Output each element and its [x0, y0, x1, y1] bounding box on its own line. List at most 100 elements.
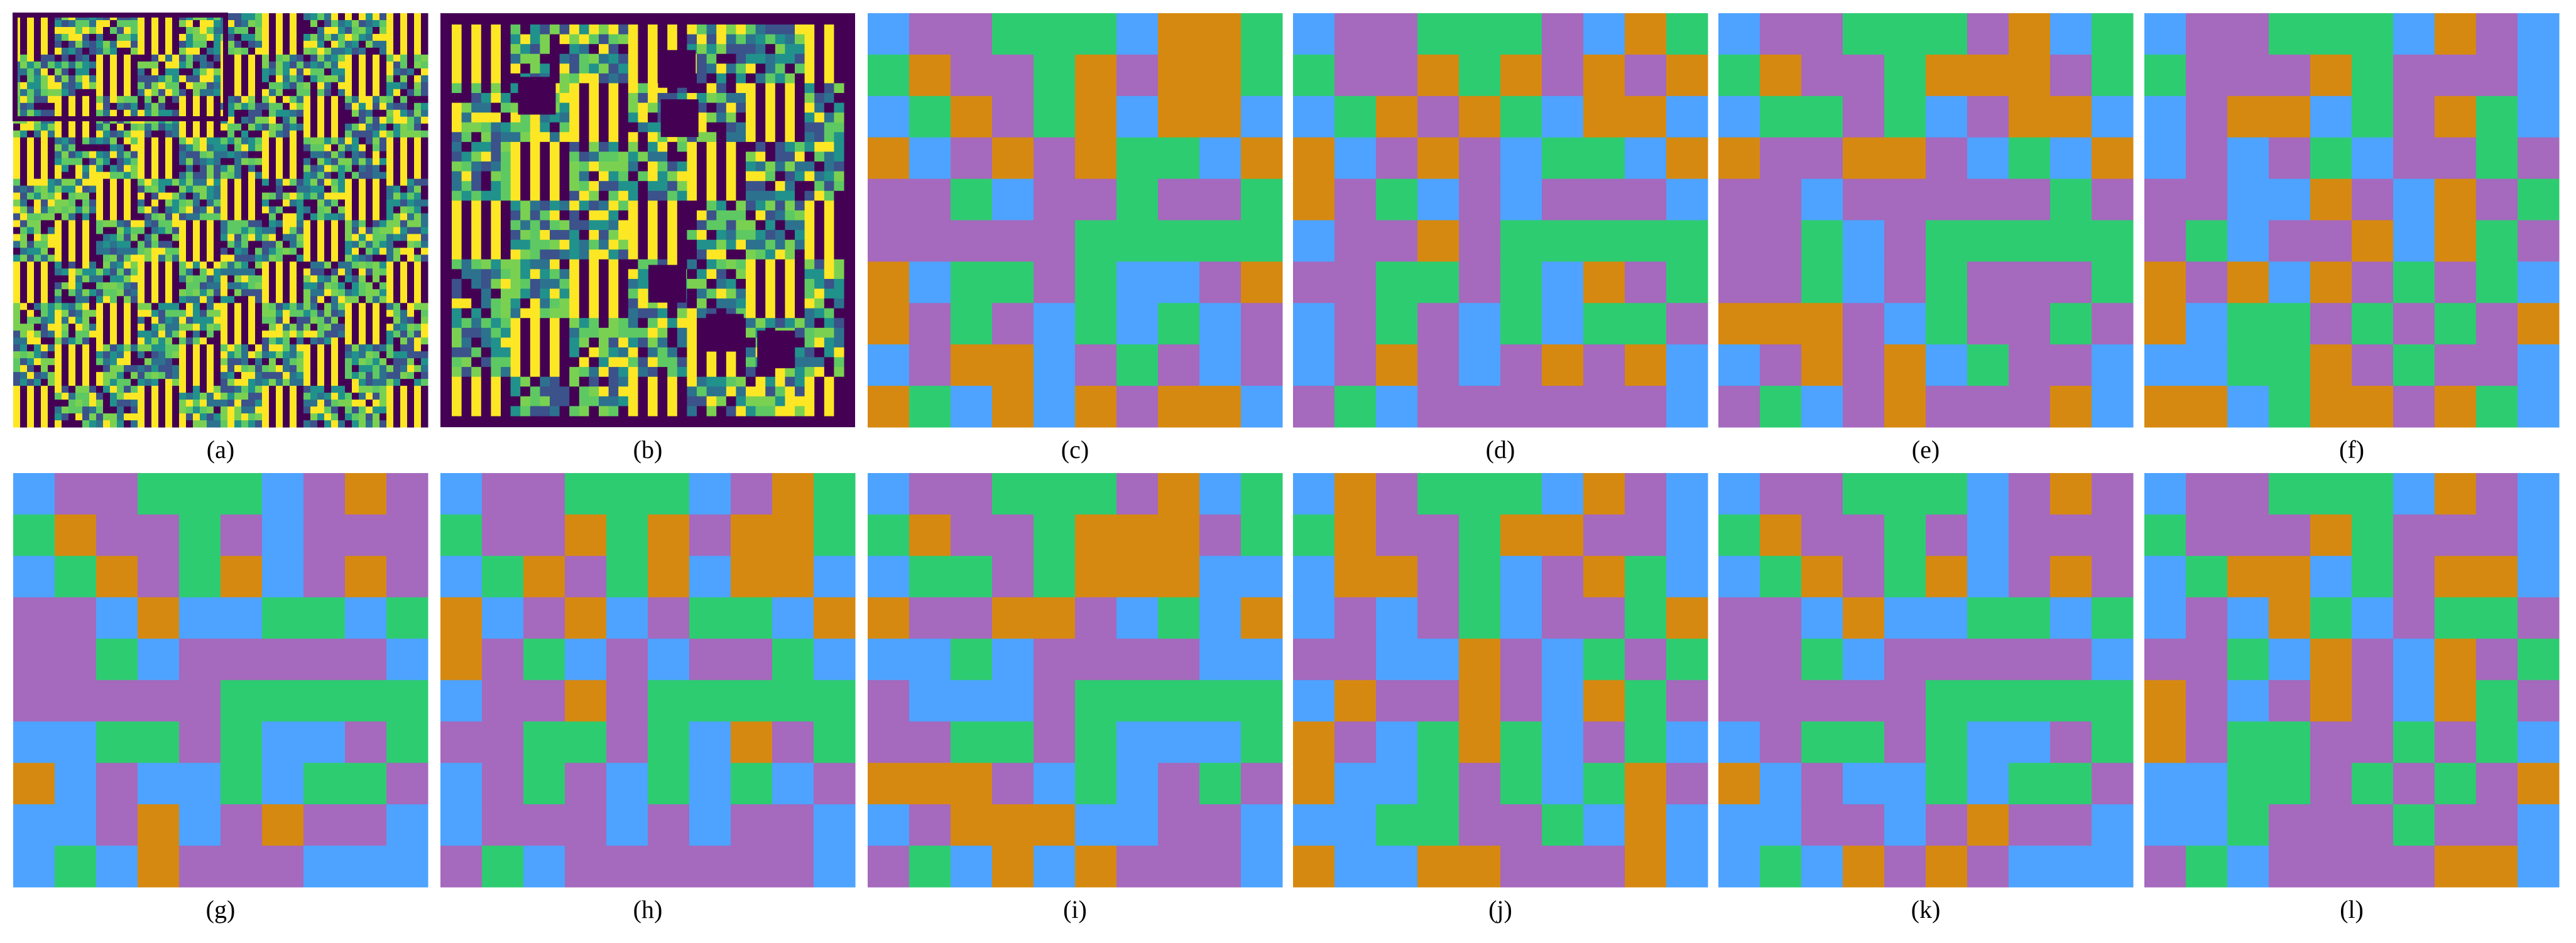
texture-cell	[599, 34, 609, 45]
texture-cell	[687, 239, 697, 250]
texture-cell	[89, 54, 97, 62]
texture-cell	[13, 330, 21, 338]
texture-cell	[310, 213, 318, 221]
texture-cell	[27, 172, 35, 180]
texture-cell	[726, 132, 736, 143]
texture-cell	[193, 296, 200, 303]
texture-cell	[579, 122, 589, 133]
texture-cell	[290, 386, 297, 393]
texture-cell	[352, 40, 359, 48]
texture-cell	[27, 213, 35, 221]
texture-cell	[138, 165, 145, 173]
texture-cell	[96, 130, 104, 138]
texture-cell	[62, 324, 69, 331]
texture-cell	[706, 53, 717, 64]
texture-cell	[96, 165, 104, 173]
texture-cell	[501, 337, 511, 348]
texture-cell	[687, 25, 697, 35]
texture-cell	[234, 116, 242, 124]
texture-cell	[618, 44, 629, 55]
texture-cell	[186, 406, 194, 414]
texture-cell	[373, 109, 380, 117]
texture-cell	[179, 393, 187, 400]
texture-cell	[510, 161, 521, 172]
texture-cell	[697, 53, 707, 64]
texture-cell	[151, 165, 159, 173]
texture-cell	[608, 171, 619, 182]
texture-cell	[736, 73, 746, 84]
texture-cell	[41, 365, 48, 373]
texture-cell	[379, 192, 387, 200]
texture-cell	[117, 137, 124, 145]
texture-cell	[269, 220, 276, 227]
texture-cell	[55, 68, 62, 76]
texture-cell	[814, 337, 825, 348]
texture-cell	[13, 379, 21, 386]
texture-cell	[657, 230, 668, 241]
texture-cell	[27, 75, 35, 83]
texture-cell	[165, 310, 173, 317]
texture-cell	[352, 75, 359, 83]
texture-cell	[785, 249, 795, 260]
texture-cell	[96, 192, 104, 200]
texture-cell	[379, 282, 387, 290]
texture-cell	[618, 239, 629, 250]
texture-cell	[359, 393, 366, 400]
texture-cell	[366, 379, 373, 386]
texture-cell	[824, 269, 834, 280]
texture-cell	[241, 95, 249, 104]
texture-cell	[345, 130, 352, 138]
texture-cell	[345, 185, 352, 194]
texture-cell	[618, 181, 629, 192]
texture-cell	[804, 93, 815, 104]
texture-cell	[234, 282, 242, 290]
texture-cell	[589, 171, 599, 182]
texture-cell	[471, 102, 482, 113]
texture-cell	[193, 330, 200, 338]
texture-cell	[124, 206, 131, 214]
texture-cell	[501, 190, 511, 201]
texture-cell	[165, 372, 173, 379]
texture-cell	[124, 268, 131, 276]
texture-cell	[172, 82, 180, 90]
texture-cell	[393, 13, 401, 21]
texture-cell	[599, 210, 609, 221]
texture-cell	[746, 122, 756, 133]
texture-cell	[540, 63, 550, 74]
texture-cell	[559, 63, 570, 74]
texture-cell	[221, 344, 228, 352]
texture-cell	[110, 400, 117, 407]
texture-cell	[540, 25, 550, 35]
texture-cell	[407, 158, 415, 166]
texture-cell	[110, 420, 117, 428]
texture-cell	[27, 413, 35, 421]
texture-cell	[131, 185, 138, 194]
texture-cell	[124, 199, 131, 207]
texture-cell	[200, 406, 207, 414]
texture-cell	[145, 344, 152, 352]
texture-cell	[366, 26, 373, 35]
texture-cell	[559, 298, 570, 309]
texture-cell	[331, 386, 339, 393]
texture-cell	[214, 234, 221, 241]
texture-cell	[345, 324, 352, 331]
texture-cell	[407, 227, 415, 234]
texture-cell	[393, 330, 401, 338]
texture-cell	[124, 68, 131, 76]
texture-cell	[393, 393, 401, 400]
texture-cell	[317, 13, 325, 21]
texture-cell	[510, 132, 521, 143]
texture-cell	[471, 318, 482, 329]
texture-cell	[579, 269, 589, 280]
texture-cell	[677, 308, 687, 319]
texture-cell	[283, 282, 290, 290]
texture-cell	[481, 347, 491, 358]
texture-cell	[262, 102, 270, 111]
texture-cell	[520, 298, 531, 309]
texture-cell	[414, 82, 422, 90]
texture-cell	[559, 53, 570, 64]
texture-cell	[248, 213, 256, 221]
texture-cell	[297, 379, 304, 386]
texture-cell	[373, 406, 380, 414]
texture-cell	[103, 324, 111, 331]
